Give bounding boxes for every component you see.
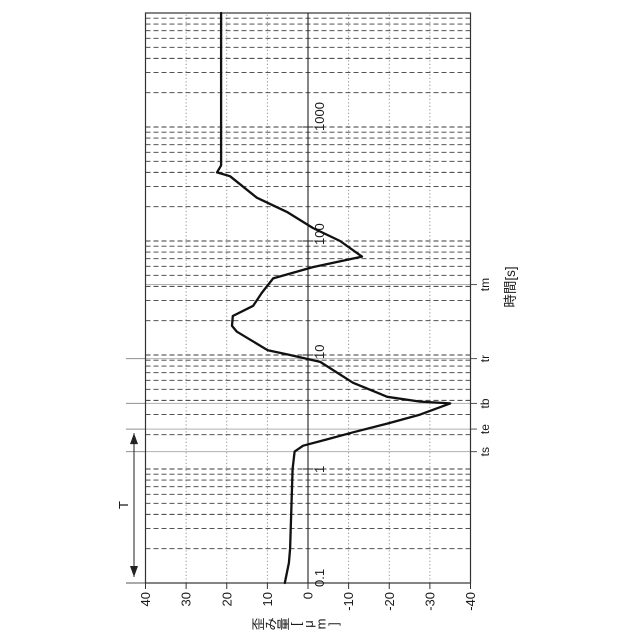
y-axis-title-char: μ <box>301 620 316 628</box>
distortion-curve <box>215 11 452 585</box>
arrowhead-left <box>130 566 138 577</box>
marker-label-tm: tm <box>478 278 492 291</box>
value-tick-label: 20 <box>219 592 234 606</box>
y-axis-title-char: 歪 <box>251 617 266 630</box>
marker-label-tb: tb <box>478 398 492 408</box>
period-annotation-label: T <box>116 501 131 509</box>
x-axis-title: 時間[s] <box>503 266 518 307</box>
marker-label-tr: tr <box>478 355 492 362</box>
time-tick-label: 0.1 <box>312 569 327 587</box>
time-tick-label: 1000 <box>312 102 327 131</box>
y-axis-title-char: み <box>264 617 279 630</box>
y-axis-title-char: m <box>314 619 329 630</box>
marker-label-te: te <box>478 424 492 434</box>
y-axis-title-char: [ <box>289 622 304 626</box>
value-tick-label: -20 <box>382 592 397 611</box>
arrowhead-right <box>130 433 138 445</box>
value-tick-label: 0 <box>301 592 316 599</box>
value-tick-label: 30 <box>179 592 194 606</box>
value-tick-label: 10 <box>260 592 275 606</box>
y-axis-title-char: 量 <box>276 617 291 630</box>
value-tick-label: -40 <box>463 592 478 611</box>
value-tick-label: 40 <box>138 592 153 606</box>
value-tick-label: -10 <box>341 592 356 611</box>
value-tick-label: -30 <box>422 592 437 611</box>
time-tick-label: 1 <box>312 466 327 473</box>
marker-label-ts: ts <box>478 447 492 456</box>
time-tick-label: 10 <box>312 345 327 359</box>
y-axis-title-char: ] <box>326 622 341 626</box>
